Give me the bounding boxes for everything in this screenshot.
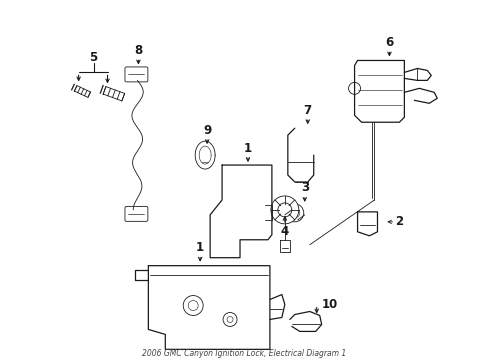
Circle shape (289, 208, 299, 218)
Circle shape (348, 82, 360, 94)
Text: 5: 5 (89, 51, 98, 64)
Text: 6: 6 (385, 36, 393, 49)
Text: 2006 GMC Canyon Ignition Lock, Electrical Diagram 1: 2006 GMC Canyon Ignition Lock, Electrica… (142, 349, 346, 358)
Text: 1: 1 (196, 241, 204, 254)
Circle shape (270, 196, 298, 224)
Text: 4: 4 (280, 225, 288, 238)
Circle shape (285, 204, 303, 222)
Circle shape (183, 296, 203, 315)
Text: 1: 1 (244, 141, 251, 155)
Circle shape (188, 301, 198, 310)
Text: 7: 7 (303, 104, 311, 117)
FancyBboxPatch shape (125, 206, 147, 221)
Text: 9: 9 (203, 124, 211, 137)
Circle shape (277, 203, 291, 217)
Text: 3: 3 (300, 181, 308, 194)
FancyBboxPatch shape (125, 67, 147, 82)
Text: 10: 10 (321, 298, 337, 311)
Circle shape (223, 312, 237, 327)
Text: 8: 8 (134, 44, 142, 57)
Text: 2: 2 (394, 215, 403, 228)
Circle shape (226, 316, 233, 323)
